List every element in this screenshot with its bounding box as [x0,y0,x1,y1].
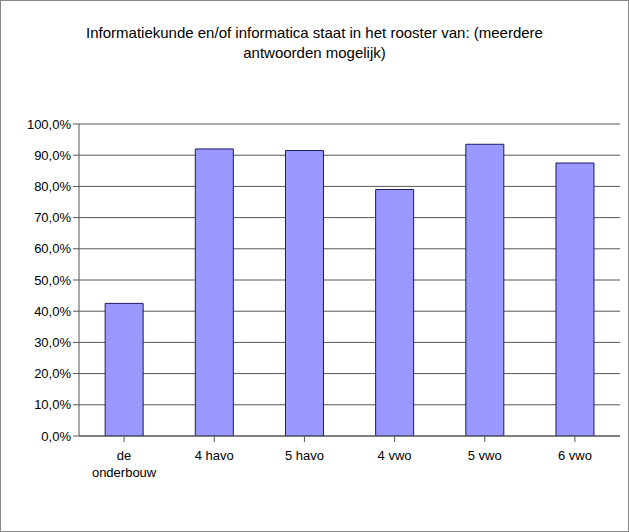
svg-text:40,0%: 40,0% [34,304,71,319]
svg-text:50,0%: 50,0% [34,273,71,288]
svg-text:5 havo: 5 havo [285,448,324,463]
svg-text:deonderbouw: deonderbouw [92,448,157,480]
svg-text:90,0%: 90,0% [34,148,71,163]
svg-text:4 vwo: 4 vwo [378,448,412,463]
svg-text:6 vwo: 6 vwo [558,448,592,463]
svg-text:30,0%: 30,0% [34,335,71,350]
svg-text:0,0%: 0,0% [41,429,71,444]
svg-text:100,0%: 100,0% [27,117,72,132]
html-text:Informatiekunde en/of informat: Informatiekunde en/of informatica staat … [86,24,543,61]
svg-text:20,0%: 20,0% [34,366,71,381]
svg-text:10,0%: 10,0% [34,397,71,412]
svg-text:70,0%: 70,0% [34,210,71,225]
svg-text:60,0%: 60,0% [34,241,71,256]
svg-text:80,0%: 80,0% [34,179,71,194]
svg-text:4 havo: 4 havo [195,448,234,463]
svg-text:5 vwo: 5 vwo [468,448,502,463]
